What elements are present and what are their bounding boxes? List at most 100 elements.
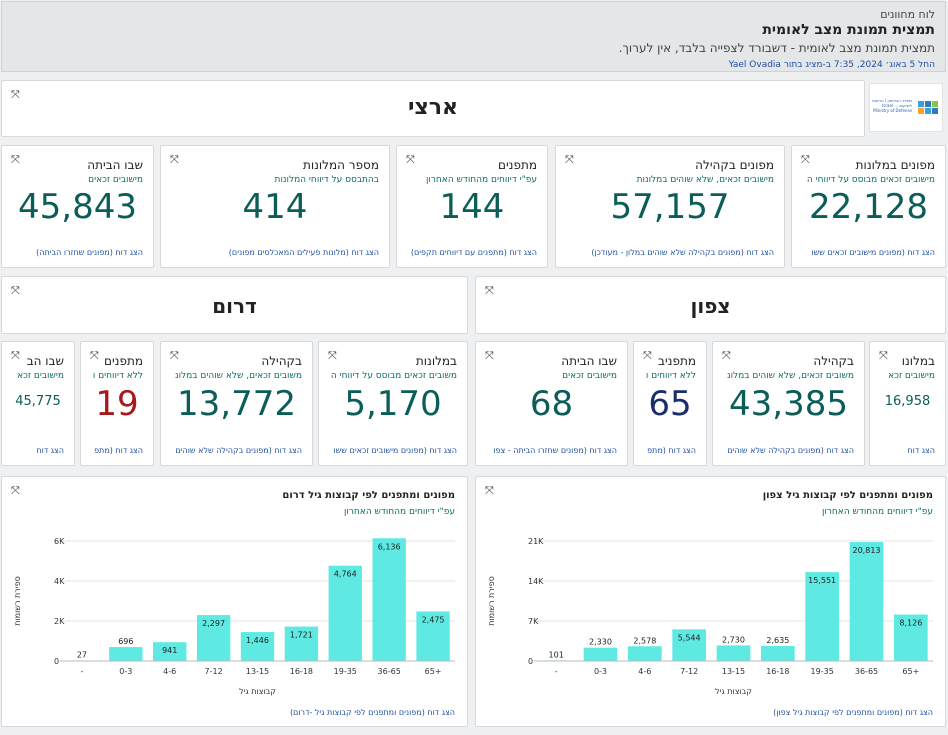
kpi-report-link[interactable]: הצג דוח (מתפ [647, 446, 696, 455]
y-tick-label: 14K [528, 577, 544, 586]
national-title: ארצי [407, 95, 459, 120]
kpi-subtitle: משובים זכאים מבוסס על דיווחי ה [330, 371, 457, 381]
ministry-logo: משרד הביטחון / הרשות לשיקום ... Israel M… [869, 83, 943, 132]
page-meta: החל 5 באוג׳ 2024, 7:35 ב-מציג בתור Yael … [728, 60, 935, 70]
chart-title: מפונים ומתפנים לפי קבוצות גיל דרום [282, 490, 455, 501]
kpi-card: ⤧ מתפנים עפ"י דיווחים מהחודש האחרון 144 הצג … [396, 145, 548, 268]
drag-handle-icon[interactable]: ⤧ [11, 484, 20, 497]
chart-report-link[interactable]: הצג דוח (מפונים ומתפנים לפי קבוצות גיל צ… [773, 708, 933, 717]
bar [760, 645, 795, 661]
bar-value-label: 2,330 [589, 638, 612, 647]
x-tick-label: 4-6 [638, 667, 651, 676]
bar [240, 632, 275, 661]
kpi-report-link[interactable]: הצג דוח (מתפנים עם דיווחים תקפים) [410, 248, 537, 257]
kpi-subtitle: מישובים זכאים מבוסס על דיווחי ה [806, 175, 935, 185]
kpi-card: ⤧ בקהילה משובים זכאים, שלא שוהים במלונ 13,7… [160, 341, 313, 466]
kpi-report-link[interactable]: הצג דוח (מפונים מישובים זכאים ששו [811, 248, 935, 257]
bar-value-label: 2,578 [633, 636, 656, 645]
kpi-title: במלונות [415, 354, 457, 368]
bar-value-label: 15,551 [808, 576, 836, 585]
x-axis-label: קבוצות גיל [715, 687, 752, 696]
bar-value-label: 2,475 [422, 616, 445, 625]
x-tick-label: 13-15 [246, 667, 269, 676]
kpi-value: 5,170 [344, 383, 442, 424]
kpi-report-link[interactable]: הצג דוח [907, 446, 935, 455]
south-age-chart-card: ⤧ מפונים ומתפנים לפי קבוצות גיל דרום עפ"… [1, 476, 468, 727]
bar [849, 542, 884, 661]
kpi-report-link[interactable]: הצג דוח [36, 446, 64, 455]
bar-value-label: 101 [549, 650, 564, 659]
kpi-report-link[interactable]: הצג דוח (מפונים בקהילה שלא שוהים [727, 446, 854, 455]
y-tick-label: 21K [528, 537, 544, 546]
x-tick-label: 4-6 [163, 667, 176, 676]
drag-handle-icon[interactable]: ⤧ [565, 153, 574, 166]
chart-report-link[interactable]: הצג דוח (מפונים ומתפנים לפי קבוצות גיל -… [289, 708, 455, 717]
kpi-title: מתפניב [658, 354, 696, 368]
kpi-report-link[interactable]: הצג דוח (מפונים בקהילה שלא שוהים [175, 446, 302, 455]
bar-value-label: 8,126 [899, 619, 922, 628]
drag-handle-icon[interactable]: ⤧ [722, 349, 731, 362]
kpi-value: 16,958 [884, 394, 931, 409]
kpi-title: מתפנים [498, 158, 537, 172]
x-tick-label: 0-3 [119, 667, 132, 676]
bar-value-label: 4,764 [334, 570, 357, 579]
kpi-value: 45,843 [18, 186, 137, 227]
north-title-card: ⤧ צפון [475, 276, 946, 334]
kpi-card: ⤧ שבו הביתה מישובים זכאים 45,843 הצג דוח (מפ… [1, 145, 154, 268]
kpi-value: 65 [648, 383, 692, 424]
kpi-report-link[interactable]: הצג דוח (מפונים מישובים זכאים ששו [333, 446, 457, 455]
kpi-report-link[interactable]: הצג דוח (מפונים שחזרו הביתה) [36, 248, 143, 257]
bar [583, 647, 618, 661]
y-tick-label: 0 [528, 657, 533, 666]
kpi-subtitle: בהתבסס על דיווחי המלונות [274, 175, 379, 185]
x-tick-label: 16-18 [290, 667, 313, 676]
bar [109, 647, 143, 661]
kpi-card: ⤧ במלונו מישובים זכא 16,958 הצג דוח [869, 341, 946, 466]
bar [672, 629, 707, 661]
bar-value-label: 696 [118, 637, 133, 646]
logo-text: משרד הביטחון / הרשות לשיקום ... Israel M… [872, 98, 912, 113]
kpi-report-link[interactable]: הצג דוח (מלונות פעילים המאכלסים מפונים) [228, 248, 379, 257]
kpi-title: במלונו [901, 354, 935, 368]
drag-handle-icon[interactable]: ⤧ [170, 153, 179, 166]
drag-handle-icon[interactable]: ⤧ [170, 349, 179, 362]
bar [893, 614, 928, 661]
y-tick-label: 4K [54, 577, 65, 586]
drag-handle-icon[interactable]: ⤧ [485, 284, 494, 297]
kpi-subtitle: מישובים זכאים [88, 175, 143, 185]
kpi-report-link[interactable]: הצג דוח (מפונים שחזרו הביתה - צפו [493, 446, 617, 455]
y-tick-label: 7K [528, 617, 539, 626]
kpi-value: 45,775 [15, 394, 61, 409]
kpi-subtitle: ללא דיווחים ו [92, 371, 143, 381]
drag-handle-icon[interactable]: ⤧ [11, 88, 20, 101]
bar-value-label: 2,297 [202, 619, 225, 628]
kpi-report-link[interactable]: הצג דוח (מתפ [94, 446, 143, 455]
drag-handle-icon[interactable]: ⤧ [485, 484, 494, 497]
drag-handle-icon[interactable]: ⤧ [11, 284, 20, 297]
kpi-report-link[interactable]: הצג דוח (מפונים בקהילה שלא שוהים במלון -… [591, 248, 774, 257]
drag-handle-icon[interactable]: ⤧ [643, 349, 652, 362]
drag-handle-icon[interactable]: ⤧ [90, 349, 99, 362]
x-tick-label: 36-65 [378, 667, 401, 676]
bar [153, 642, 187, 661]
kpi-value: 22,128 [809, 186, 928, 227]
chart-subtitle: עפ"י דיווחים מהחודש האחרון [821, 507, 933, 517]
drag-handle-icon[interactable]: ⤧ [11, 153, 20, 166]
drag-handle-icon[interactable]: ⤧ [879, 349, 888, 362]
drag-handle-icon[interactable]: ⤧ [328, 349, 337, 362]
breadcrumb-dashboards[interactable]: לוח מחוונים [880, 8, 935, 21]
drag-handle-icon[interactable]: ⤧ [406, 153, 415, 166]
drag-handle-icon[interactable]: ⤧ [11, 349, 20, 362]
kpi-subtitle: מישובים זכאים, שלא שוהים במלונות [636, 175, 774, 185]
x-tick-label: 16-18 [766, 667, 789, 676]
bar-value-label: 2,635 [766, 636, 789, 645]
kpi-title: בקהילה [813, 354, 854, 368]
drag-handle-icon[interactable]: ⤧ [801, 153, 810, 166]
kpi-card: ⤧ מתפניב ללא דיווחים ו 65 הצג דוח (מתפ [633, 341, 707, 466]
page-subtitle: תמצית תמונת מצב לאומית - דשבורד לצפייה ב… [618, 41, 935, 55]
kpi-card: ⤧ מספר המלונות בהתבסס על דיווחי המלונות 414… [160, 145, 390, 268]
bar [196, 615, 231, 661]
drag-handle-icon[interactable]: ⤧ [485, 349, 494, 362]
kpi-title: מפונים בקהילה [695, 158, 774, 172]
kpi-title: מתפנים [104, 354, 143, 368]
